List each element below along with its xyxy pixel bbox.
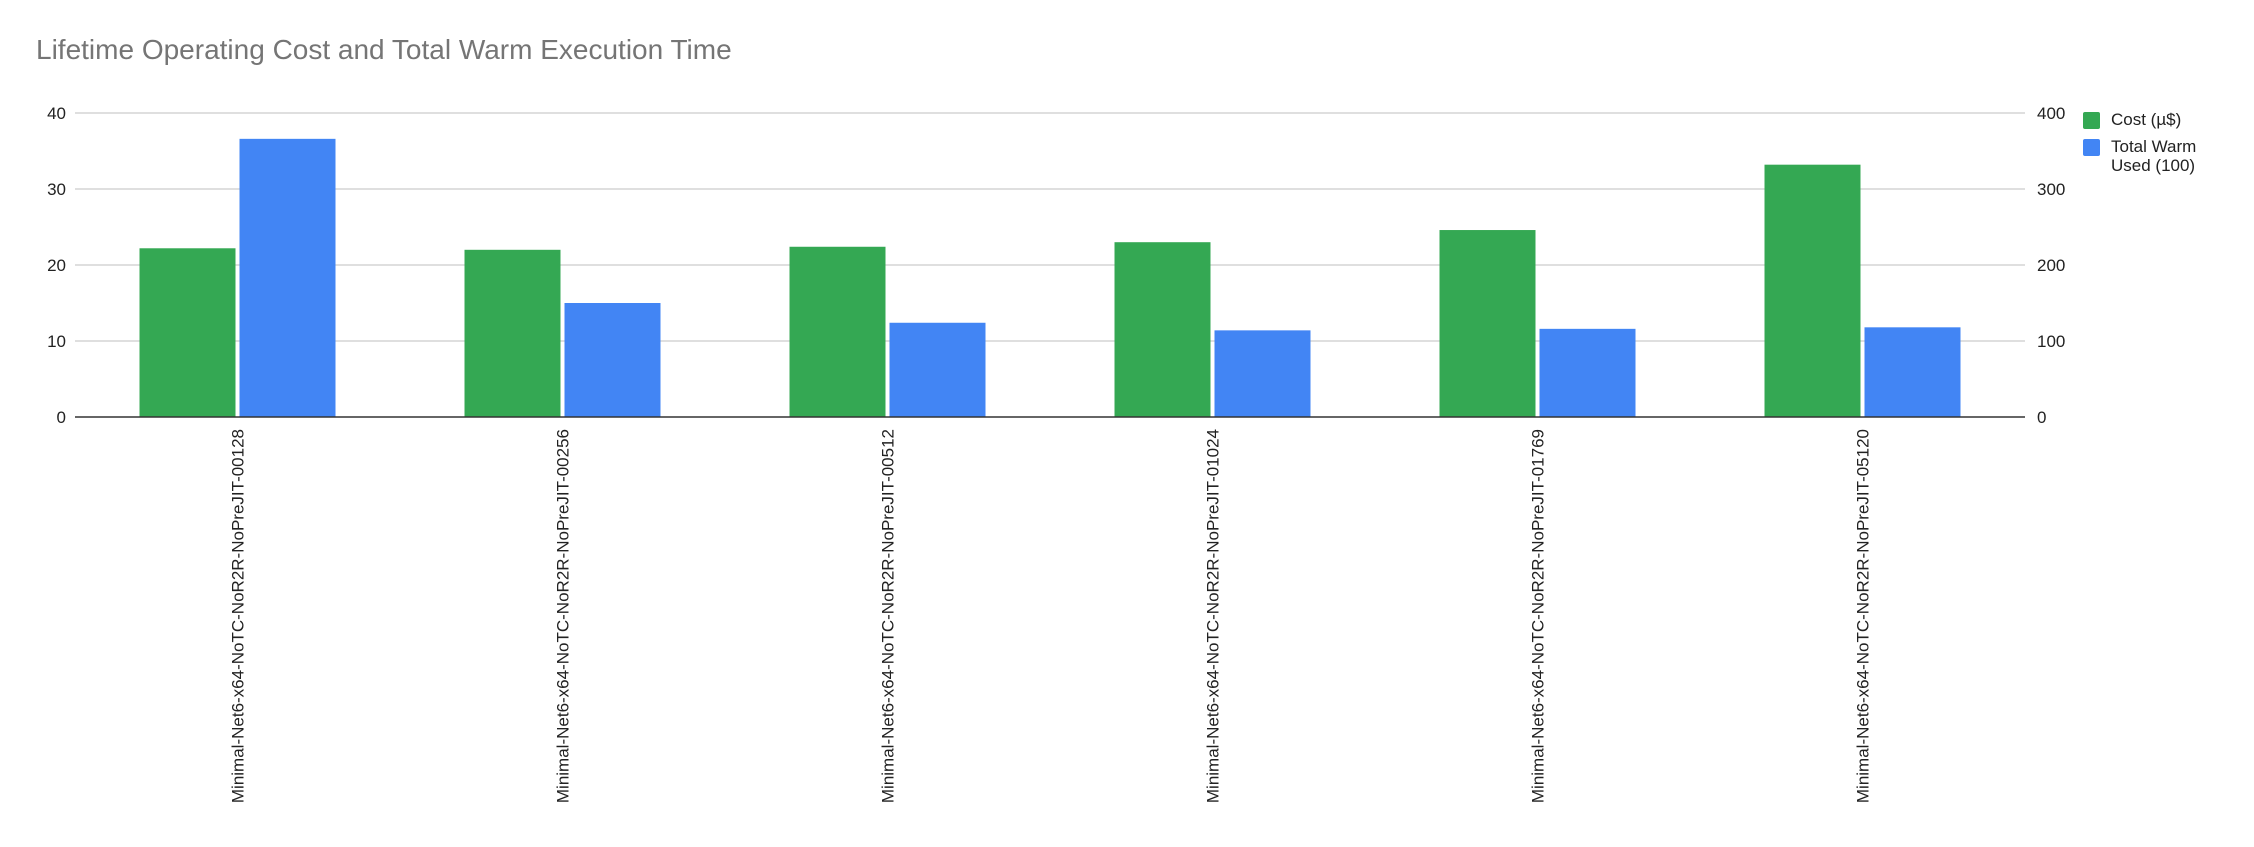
category-label: Minimal-Net6-x64-NoTC-NoR2R-NoPreJIT-005… [879,429,898,803]
left-axis-tick-label: 10 [47,332,66,351]
bar-cost[interactable] [1439,230,1536,417]
category-label: Minimal-Net6-x64-NoTC-NoR2R-NoPreJIT-051… [1854,429,1873,803]
legend-item-cost[interactable]: Cost (µ$) [2083,110,2248,129]
left-axis-tick-label: 0 [57,408,66,427]
bar-cost[interactable] [464,249,561,417]
bar-cost[interactable] [789,246,886,417]
category-label: Minimal-Net6-x64-NoTC-NoR2R-NoPreJIT-002… [554,429,573,803]
bar-cost[interactable] [1764,164,1861,417]
category-label: Minimal-Net6-x64-NoTC-NoR2R-NoPreJIT-017… [1529,429,1548,803]
bars [139,138,1961,417]
right-axis-tick-label: 200 [2037,256,2065,275]
axes: 0 0 10 100 20 200 30 300 40 400 Minimal-Net6-x64-N… [47,104,2065,803]
bar-warm-time[interactable] [564,303,661,417]
left-axis-tick-label: 40 [47,104,66,123]
legend-item-warm-time[interactable]: Total Warm Used (100) [2083,137,2248,175]
bar-warm-time[interactable] [1539,328,1636,417]
bar-warm-time[interactable] [1214,330,1311,417]
category-label: Minimal-Net6-x64-NoTC-NoR2R-NoPreJIT-001… [229,429,248,803]
right-axis-tick-label: 0 [2037,408,2046,427]
legend-swatch-warm-time [2083,139,2100,156]
category-label: Minimal-Net6-x64-NoTC-NoR2R-NoPreJIT-010… [1204,429,1223,803]
legend: Cost (µ$) Total Warm Used (100) [2083,110,2248,183]
bar-warm-time[interactable] [1864,327,1961,417]
right-axis-tick-label: 100 [2037,332,2065,351]
legend-swatch-cost [2083,112,2100,129]
bar-warm-time[interactable] [889,322,986,417]
gridlines [75,112,2025,342]
legend-label-warm-time: Total Warm Used (100) [2111,137,2197,175]
chart-title: Lifetime Operating Cost and Total Warm E… [36,34,732,65]
bar-warm-time[interactable] [239,138,336,417]
bar-cost[interactable] [139,248,236,417]
legend-label-cost: Cost (µ$) [2111,110,2182,129]
right-axis-tick-label: 300 [2037,180,2065,199]
left-axis-tick-label: 20 [47,256,66,275]
right-axis-tick-label: 400 [2037,104,2065,123]
bar-cost[interactable] [1114,242,1211,417]
left-axis-tick-label: 30 [47,180,66,199]
